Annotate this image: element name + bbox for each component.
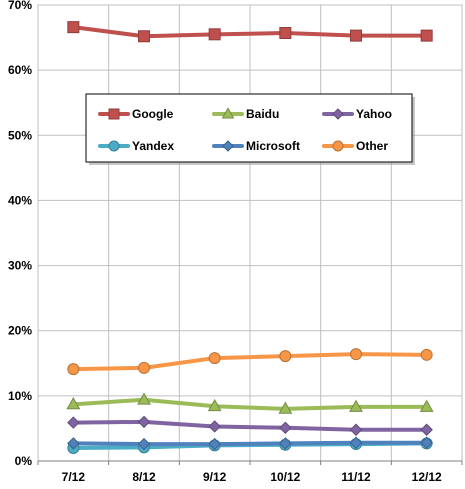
data-point-other	[138, 361, 150, 374]
legend-label-other: Other	[356, 139, 388, 153]
axis-layer: 0% 10% 20% 30% 40% 50% 60% 70% 7/12 8/12 9/12 10/12…	[8, 0, 463, 484]
data-point-baidu	[137, 392, 151, 405]
data-point-microsoft	[279, 437, 292, 450]
legend-marker-yahoo	[332, 108, 344, 120]
y-tick-label: 10%	[8, 389, 32, 403]
series-google	[67, 21, 433, 43]
data-point-yahoo	[349, 423, 363, 436]
series-layer	[66, 21, 434, 454]
data-point-yahoo	[208, 420, 221, 433]
legend-box	[85, 93, 413, 163]
legend-marker-yandex	[108, 140, 120, 152]
series-line-baidu	[71, 397, 429, 411]
series-yahoo	[67, 415, 433, 436]
series-baidu	[66, 392, 434, 414]
data-point-google	[350, 29, 362, 42]
x-tick-label: 8/12	[132, 470, 156, 484]
data-point-other	[208, 352, 221, 365]
y-tick-label: 40%	[8, 193, 32, 207]
legend-item-baidu: Baidu	[212, 107, 279, 121]
x-tick-label: 7/12	[62, 470, 86, 484]
data-point-google	[67, 21, 80, 34]
data-point-baidu	[278, 401, 293, 414]
series-line-microsoft	[71, 440, 429, 447]
x-tick-label: 12/12	[412, 470, 442, 484]
x-tick-label: 10/12	[270, 470, 300, 484]
data-point-yahoo	[420, 423, 433, 436]
y-tick-label: 30%	[8, 259, 32, 273]
legend-marker-google	[108, 108, 120, 120]
data-point-other	[420, 348, 433, 361]
data-point-yahoo	[137, 415, 151, 429]
series-other	[67, 348, 433, 376]
y-tick-label: 50%	[8, 128, 32, 142]
legend-item-google: Google	[98, 107, 174, 121]
series-microsoft	[67, 436, 433, 451]
data-point-microsoft	[67, 437, 80, 450]
data-point-microsoft	[137, 437, 151, 451]
data-point-baidu	[66, 396, 81, 410]
series-line-google	[71, 25, 429, 39]
data-point-google	[279, 27, 292, 40]
x-tick-label: 11/12	[341, 470, 371, 484]
legend-label-yahoo: Yahoo	[356, 107, 392, 121]
data-point-yahoo	[279, 421, 292, 434]
legend-label-google: Google	[132, 107, 174, 121]
y-tick-label: 60%	[8, 63, 32, 77]
legend: Google Baidu Yahoo Yandex Microsoft Other	[85, 93, 415, 165]
data-point-baidu	[419, 399, 434, 412]
legend-label-microsoft: Microsoft	[246, 139, 300, 153]
data-point-google	[420, 29, 433, 42]
legend-item-yahoo: Yahoo	[322, 107, 392, 121]
data-point-google	[208, 28, 221, 41]
data-point-microsoft	[208, 437, 221, 451]
x-tick-label: 9/12	[203, 470, 227, 484]
data-point-baidu	[349, 399, 363, 412]
data-point-microsoft	[420, 436, 433, 449]
y-tick-label: 20%	[8, 324, 32, 338]
data-point-google	[138, 30, 150, 43]
data-point-microsoft	[349, 436, 363, 449]
data-point-other	[350, 348, 362, 361]
legend-marker-other	[332, 140, 344, 152]
legend-item-microsoft: Microsoft	[212, 139, 300, 153]
legend-marker-microsoft	[222, 140, 234, 152]
series-line-other	[71, 352, 429, 372]
data-point-other	[67, 363, 80, 376]
legend-label-yandex: Yandex	[132, 139, 174, 153]
series-line-yahoo	[71, 419, 429, 432]
y-tick-label: 70%	[8, 0, 32, 12]
legend-item-other: Other	[322, 139, 388, 153]
legend-item-yandex: Yandex	[98, 139, 174, 153]
legend-label-baidu: Baidu	[246, 107, 279, 121]
data-point-other	[279, 350, 292, 363]
legend-marker-baidu	[221, 107, 235, 119]
data-point-yahoo	[67, 416, 80, 429]
grid-layer	[37, 4, 463, 462]
y-tick-label: 0%	[15, 454, 33, 468]
data-point-baidu	[207, 398, 222, 412]
